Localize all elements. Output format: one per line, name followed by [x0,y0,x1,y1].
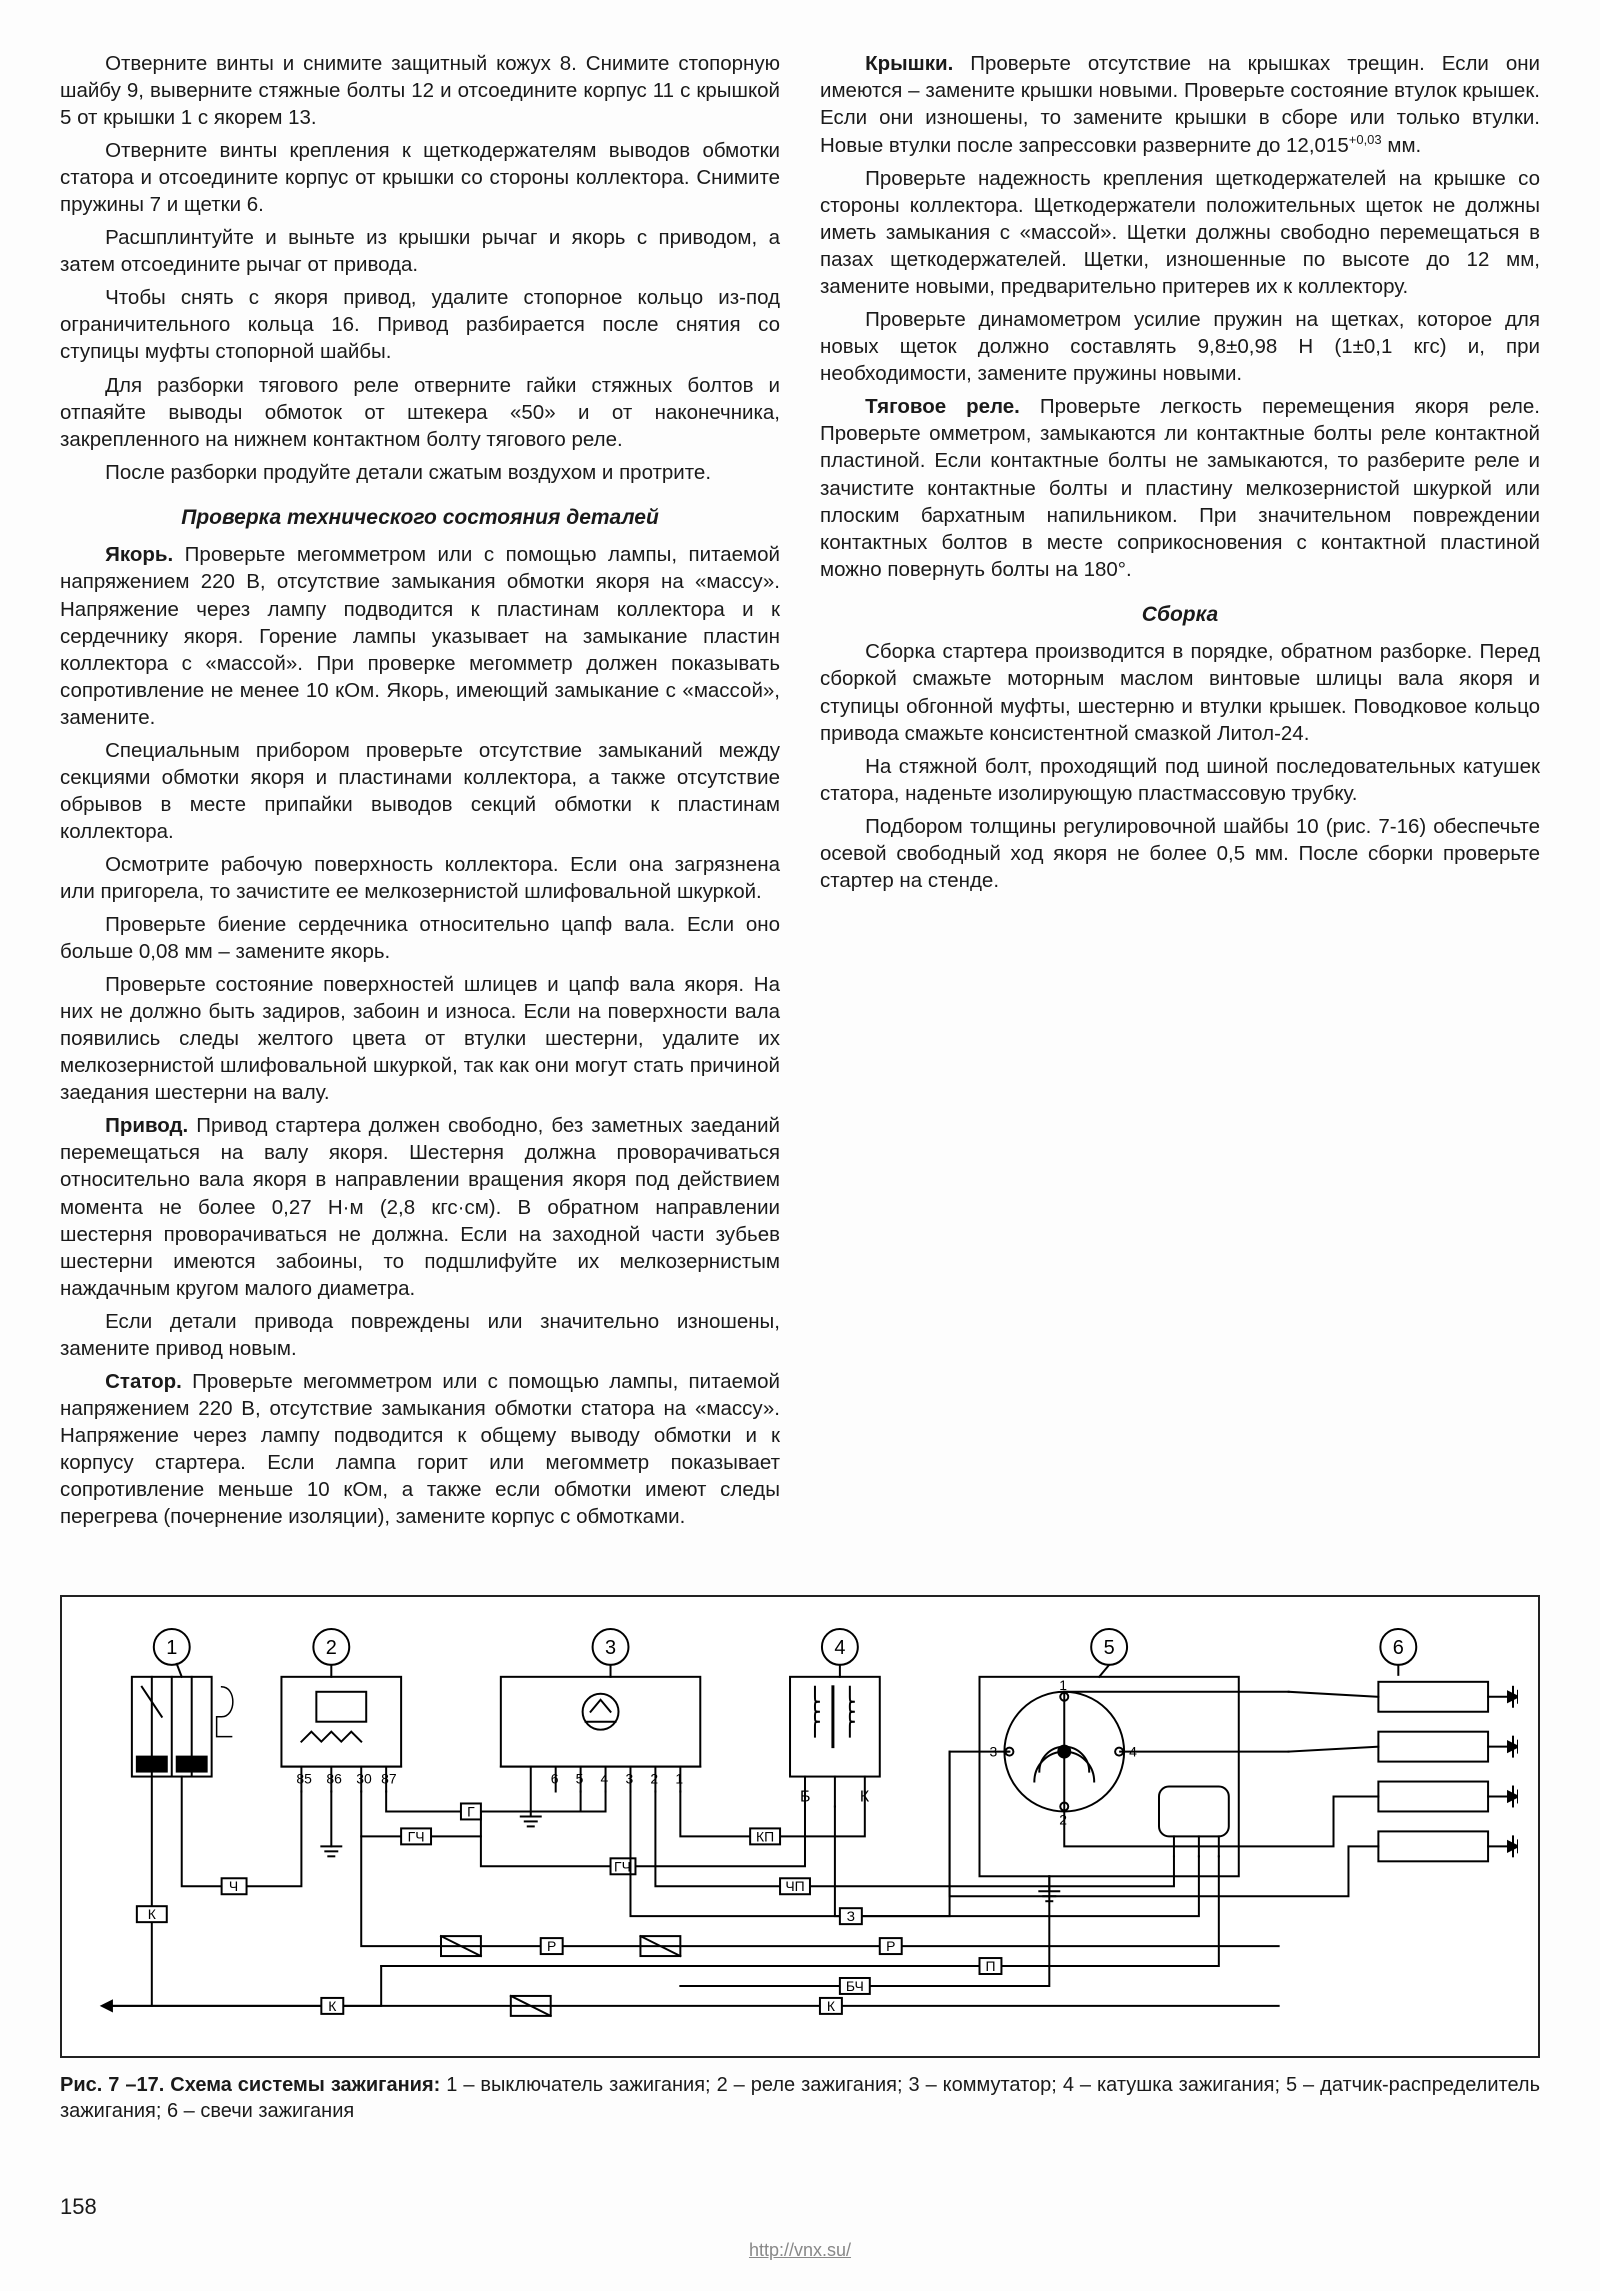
para: На стяжной болт, проходящий под шиной по… [820,753,1540,807]
para: Тяговое реле. Проверьте легкость перемещ… [820,393,1540,582]
para: Крышки. Проверьте отсутствие на крышках … [820,50,1540,159]
wires: К Ч ГЧ ГЧ Г КП [102,1752,1279,2016]
svg-text:ГЧ: ГЧ [614,1858,631,1874]
footer-link: http://vnx.su/ [60,2240,1540,2261]
figure-caption: Рис. 7 –17. Схема системы зажигания: 1 –… [60,2072,1540,2124]
para: Для разборки тягового реле отверните гай… [60,372,780,453]
svg-text:5: 5 [1104,1637,1115,1659]
callout-1: 1 [154,1629,190,1677]
svg-text:К: К [827,1998,836,2014]
caption-title: Рис. 7 –17. Схема системы зажигания: [60,2074,440,2096]
block-distributor: 1 4 2 3 [979,1677,1288,1901]
para: Специальным прибором проверьте отсутстви… [60,737,780,845]
svg-text:ЧП: ЧП [785,1878,804,1894]
para: Статор. Проверьте мегомметром или с помо… [60,1368,780,1530]
callout-5: 5 [1091,1629,1127,1677]
run-in: Якорь. [105,543,173,566]
para: Якорь. Проверьте мегомметром или с помощ… [60,541,780,730]
run-in: Тяговое реле. [865,395,1020,418]
block-commutator: 6 5 4 3 2 1 [501,1677,700,1827]
block-relay: 85 86 30 87 [281,1677,401,1792]
para: Сборка стартера производится в порядке, … [820,638,1540,746]
para: Чтобы снять с якоря привод, удалите стоп… [60,284,780,365]
run-in: Привод. [105,1114,188,1137]
para: Проверьте биение сердечника относительно… [60,911,780,965]
svg-text:ГЧ: ГЧ [408,1828,425,1844]
run-in: Крышки. [865,52,953,75]
para: Проверьте динамометром усилие пружин на … [820,306,1540,387]
block-plugs [1378,1682,1518,1861]
para: Подбором толщины регулировочной шайбы 10… [820,813,1540,894]
svg-text:Р: Р [547,1938,556,1954]
svg-text:К: К [148,1906,157,1922]
svg-text:БЧ: БЧ [846,1978,864,1994]
para: Отверните винты и снимите защитный кожух… [60,50,780,131]
svg-text:1: 1 [1059,1677,1067,1693]
svg-text:4: 4 [834,1637,845,1659]
svg-text:87: 87 [381,1771,397,1787]
para: Осмотрите рабочую поверхность коллектора… [60,851,780,905]
heading-check: Проверка технического состояния деталей [60,504,780,532]
svg-text:2: 2 [326,1637,337,1659]
svg-text:1: 1 [166,1637,177,1659]
heading-assembly: Сборка [820,601,1540,629]
figure-7-17: 1 2 3 4 5 6 [60,1595,1540,2058]
svg-text:6: 6 [1393,1637,1404,1659]
body-columns: Отверните винты и снимите защитный кожух… [60,50,1540,1570]
svg-text:86: 86 [326,1771,342,1787]
block-ignition-switch [132,1677,233,1777]
para: Проверьте состояние поверхностей шлицев … [60,971,780,1106]
para: Проверьте надежность крепления щеткодерж… [820,165,1540,300]
svg-text:30: 30 [356,1771,372,1787]
svg-text:3: 3 [605,1637,616,1659]
para: Если детали привода повреждены или значи… [60,1308,780,1362]
callout-3: 3 [593,1629,629,1677]
para: Отверните винты крепления к щеткодержате… [60,137,780,218]
svg-text:К: К [328,1998,337,2014]
callout-6: 6 [1380,1629,1416,1675]
callout-2: 2 [313,1629,349,1677]
svg-text:КП: КП [756,1828,774,1844]
run-in: Статор. [105,1370,182,1393]
para: После разборки продуйте детали сжатым во… [60,459,780,486]
para: Расшплинтуйте и выньте из крышки рычаг и… [60,224,780,278]
para: Привод. Привод стартера должен свободно,… [60,1112,780,1301]
block-coil: Б К [790,1677,880,1807]
svg-text:Ч: Ч [229,1878,238,1894]
svg-text:Р: Р [886,1938,895,1954]
svg-text:П: П [985,1958,995,1974]
svg-text:Г: Г [467,1803,475,1819]
page-number: 158 [60,2194,1540,2220]
svg-text:З: З [847,1908,855,1924]
callout-4: 4 [822,1629,858,1677]
svg-text:85: 85 [296,1771,312,1787]
